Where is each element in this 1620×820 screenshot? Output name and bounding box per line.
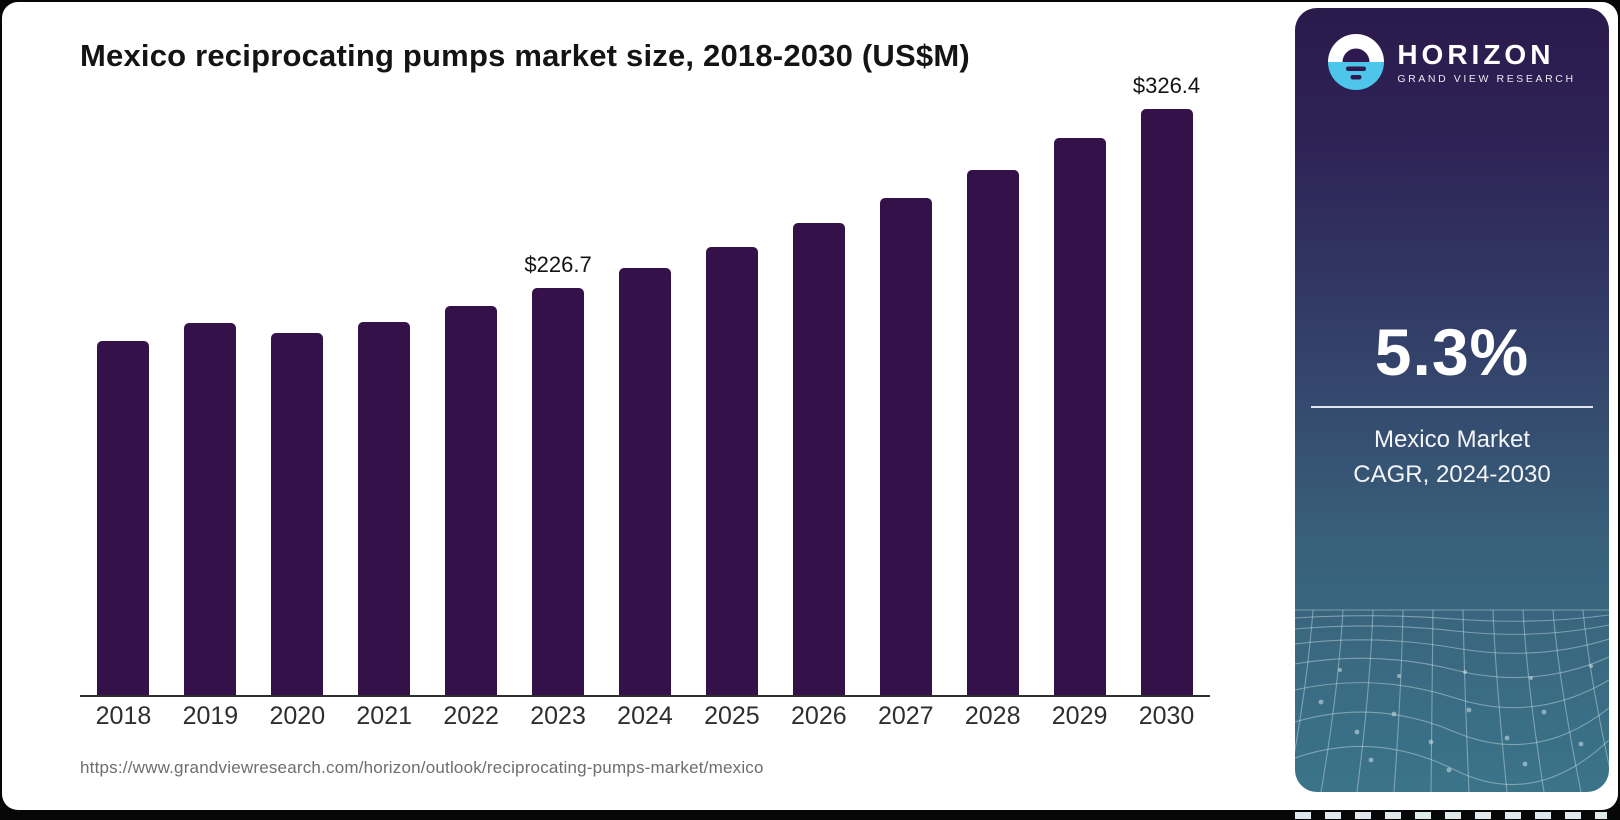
- bar-2026: [792, 223, 845, 695]
- bar-cell-2018: [80, 105, 167, 695]
- brand-text: HORIZON GRAND VIEW RESEARCH: [1397, 38, 1576, 85]
- x-tick-2030: 2030: [1138, 702, 1195, 730]
- bar-cell-2021: [341, 105, 428, 695]
- bar-cell-2025: [688, 105, 775, 695]
- bar-cell-2020: [254, 105, 341, 695]
- x-tick-2026: 2026: [791, 702, 847, 730]
- stat-divider: [1311, 406, 1593, 408]
- x-tick-2019: 2019: [182, 702, 239, 730]
- bar-2022: [445, 306, 498, 695]
- x-tick-2020: 2020: [269, 702, 326, 730]
- bar-cell-2019: [167, 105, 254, 695]
- bar-cell-2030: $326.4: [1123, 73, 1210, 695]
- bar-cell-2023: $226.7: [515, 105, 602, 695]
- x-tick-2018: 2018: [95, 702, 152, 730]
- mesh-graphic: [1295, 609, 1609, 792]
- bar-2027: [879, 198, 932, 695]
- x-tick-2028: 2028: [964, 702, 1021, 730]
- bar-2028: [966, 170, 1019, 695]
- bar-value-label-2023: $226.7: [524, 252, 592, 277]
- bar-cell-2026: [775, 105, 862, 695]
- x-tick-2029: 2029: [1051, 702, 1108, 730]
- cagr-stat: 5.3% Mexico Market CAGR, 2024-2030: [1295, 314, 1609, 492]
- horizon-sun-icon: [1328, 34, 1385, 90]
- source-url: https://www.grandviewresearch.com/horizo…: [80, 758, 764, 777]
- brand-name: HORIZON: [1397, 38, 1555, 70]
- bar-2018: [97, 341, 150, 695]
- cagr-label-line2: CAGR, 2024-2030: [1353, 461, 1551, 488]
- bar-2020: [271, 333, 324, 695]
- x-tick-2025: 2025: [704, 702, 760, 730]
- x-tick-2022: 2022: [443, 702, 499, 730]
- x-tick-2023: 2023: [530, 702, 586, 730]
- x-tick-2027: 2027: [877, 702, 934, 730]
- bar-2025: [705, 247, 758, 695]
- bar-cell-2028: [949, 105, 1036, 695]
- x-tick-2024: 2024: [617, 702, 673, 730]
- chart-title: Mexico reciprocating pumps market size, …: [80, 38, 970, 73]
- brand-sidebar: HORIZON GRAND VIEW RESEARCH 5.3% Mexico …: [1295, 8, 1609, 792]
- bar-2029: [1053, 138, 1106, 695]
- cagr-value: 5.3%: [1374, 315, 1530, 389]
- bar-2030: [1140, 109, 1193, 695]
- bar-cell-2029: [1036, 105, 1123, 695]
- bar-2023: [532, 288, 585, 695]
- bar-cell-2024: [602, 105, 689, 695]
- bar-2021: [358, 322, 411, 695]
- x-tick-2021: 2021: [356, 702, 413, 730]
- bottom-dash-strip: [1295, 812, 1607, 819]
- bar-chart-plot: $226.7 $326.4: [80, 73, 1210, 697]
- bar-cell-2027: [862, 105, 949, 695]
- cagr-label-line1: Mexico Market: [1373, 426, 1531, 453]
- bar-2019: [184, 323, 237, 695]
- brand-subtitle: GRAND VIEW RESEARCH: [1397, 72, 1576, 85]
- brand-lockup: HORIZON GRAND VIEW RESEARCH: [1295, 34, 1609, 90]
- bar-value-label-2030: $326.4: [1132, 73, 1201, 98]
- bar-2024: [618, 268, 671, 695]
- bar-cell-2022: [428, 105, 515, 695]
- x-axis-labels: 2018 2019 2020 2021 2022 2023 2024 2025 2026 2027…: [80, 702, 1210, 731]
